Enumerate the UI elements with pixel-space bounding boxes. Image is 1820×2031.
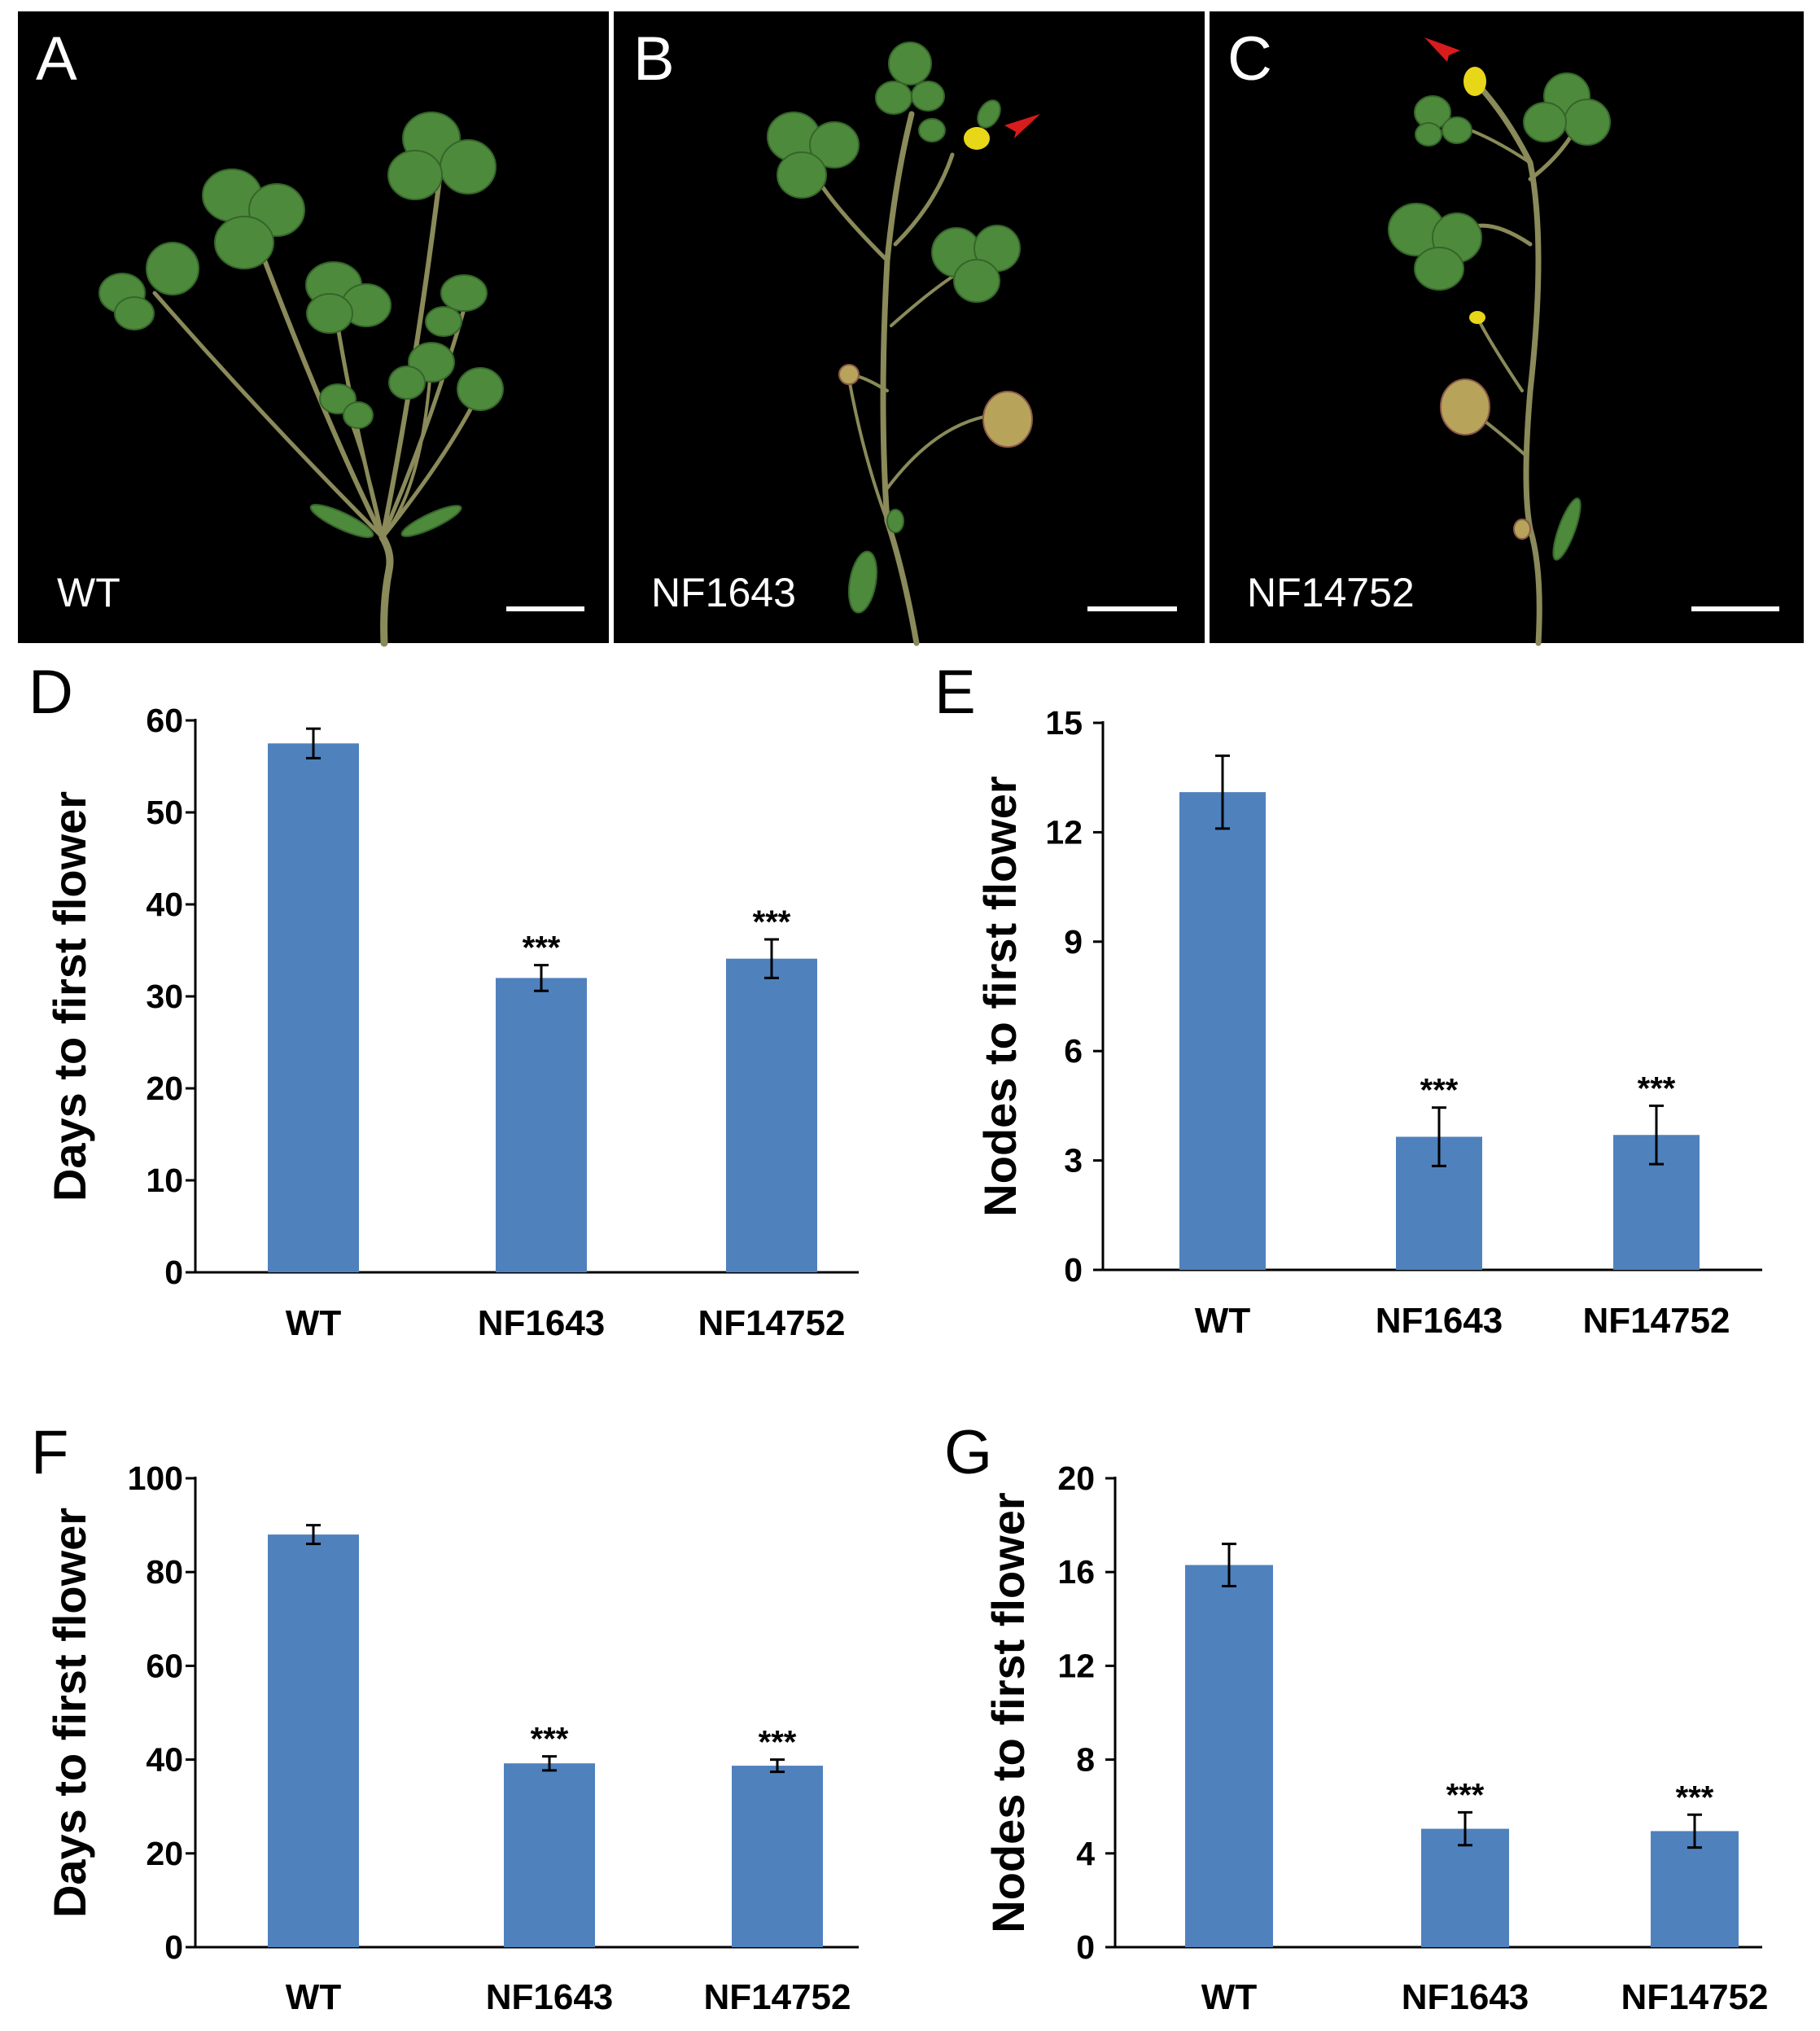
y-axis-title-f: Days to first flower [44, 1508, 95, 1918]
photo-panel-c: C [1210, 11, 1804, 646]
y-tick-label-d-5: 50 [146, 794, 183, 831]
genotype-label-nf1643: NF1643 [651, 570, 796, 615]
y-tick-label-g-1: 4 [1076, 1835, 1095, 1872]
y-tick-label-e-1: 3 [1064, 1142, 1083, 1180]
panel-letter-d: D [28, 658, 73, 727]
y-axis-title-d: Days to first flower [44, 791, 95, 1202]
significance-label-e-1: *** [1420, 1073, 1459, 1109]
bar-g-2 [1651, 1831, 1739, 1947]
significance-label-g-1: *** [1446, 1777, 1485, 1813]
flower-arrow-c [1424, 37, 1460, 62]
bar-f-2 [732, 1766, 823, 1947]
y-tick-label-d-0: 0 [164, 1254, 183, 1291]
category-label-f-2: NF14752 [703, 1977, 851, 2017]
bar-g-0 [1185, 1565, 1273, 1947]
bar-f-0 [268, 1534, 359, 1947]
panel-letter-f: F [31, 1418, 68, 1487]
y-tick-label-g-0: 0 [1076, 1928, 1095, 1966]
y-tick-label-f-0: 0 [164, 1928, 183, 1966]
plant-nf1643 [767, 42, 1033, 646]
photo-panel-b: B [614, 11, 1205, 646]
y-tick-label-f-4: 80 [146, 1553, 183, 1591]
y-tick-label-d-4: 40 [146, 886, 183, 923]
category-label-g-1: NF1643 [1402, 1977, 1529, 2017]
y-tick-label-f-1: 20 [146, 1835, 183, 1872]
y-tick-label-g-5: 20 [1057, 1460, 1095, 1497]
y-tick-label-d-1: 10 [146, 1162, 183, 1199]
photo-c-background [1210, 11, 1804, 643]
y-tick-label-f-5: 100 [128, 1460, 183, 1497]
y-tick-label-e-3: 9 [1064, 923, 1083, 961]
chart-e: E 0 3 6 9 12 15 Nodes to first flower WT *** NF164… [934, 658, 1762, 1341]
category-label-d-2: NF14752 [698, 1303, 845, 1343]
y-tick-label-g-2: 8 [1076, 1741, 1095, 1779]
flower-arrow-b [1004, 114, 1040, 138]
y-tick-label-e-2: 6 [1064, 1032, 1083, 1070]
panel-letter-b: B [633, 24, 675, 94]
category-label-d-0: WT [286, 1303, 342, 1343]
panel-letter-g: G [944, 1418, 992, 1487]
category-label-g-0: WT [1201, 1977, 1258, 2017]
panel-letter-c: C [1227, 24, 1272, 94]
y-tick-label-e-0: 0 [1064, 1251, 1083, 1289]
bar-g-1 [1421, 1828, 1509, 1947]
significance-label-e-2: *** [1638, 1070, 1676, 1106]
category-label-e-2: NF14752 [1582, 1301, 1730, 1341]
category-label-d-1: NF1643 [478, 1303, 606, 1343]
y-tick-label-d-2: 20 [146, 1070, 183, 1107]
significance-label-g-2: *** [1676, 1779, 1714, 1815]
y-tick-label-d-3: 30 [146, 978, 183, 1015]
category-label-f-0: WT [286, 1977, 342, 2017]
y-tick-label-e-5: 15 [1045, 704, 1083, 742]
category-label-e-1: NF1643 [1376, 1301, 1503, 1341]
chart-f: F 0 20 40 60 80 100 Days to first flower WT *** NF… [31, 1418, 859, 2017]
bar-e-0 [1179, 792, 1266, 1270]
chart-g: G 0 4 8 12 16 20 Nodes to first flower WT *** NF16… [944, 1418, 1769, 2017]
panel-letter-e: E [934, 658, 976, 727]
significance-label-d-2: *** [753, 904, 791, 940]
genotype-label-nf14752: NF14752 [1247, 570, 1415, 615]
bar-d-0 [268, 743, 359, 1272]
significance-label-d-1: *** [523, 930, 561, 966]
y-tick-label-g-4: 16 [1057, 1553, 1095, 1591]
bar-f-1 [504, 1763, 595, 1947]
y-axis-title-e: Nodes to first flower [974, 776, 1026, 1216]
category-label-f-1: NF1643 [486, 1977, 614, 2017]
y-tick-label-e-4: 12 [1045, 813, 1083, 851]
y-tick-label-f-3: 60 [146, 1647, 183, 1684]
panel-letter-a: A [36, 24, 77, 94]
y-tick-label-g-3: 12 [1057, 1647, 1095, 1684]
photo-panel-a: A [18, 11, 609, 647]
photo-strip: A [16, 11, 1804, 647]
category-label-g-2: NF14752 [1621, 1977, 1768, 2017]
y-tick-label-f-2: 40 [146, 1741, 183, 1779]
plant-nf14752 [1388, 67, 1611, 646]
significance-label-f-2: *** [759, 1725, 797, 1761]
y-tick-label-d-6: 60 [146, 702, 183, 739]
plant-wt [98, 112, 504, 647]
y-axis-title-g: Nodes to first flower [982, 1492, 1034, 1933]
significance-label-f-1: *** [531, 1722, 569, 1757]
bar-d-2 [726, 958, 817, 1272]
bar-d-1 [496, 978, 587, 1272]
category-label-e-0: WT [1195, 1301, 1251, 1341]
genotype-label-wt: WT [57, 570, 120, 615]
chart-d: D 0 10 20 30 40 50 60 Days to first flower WT *** N… [28, 658, 859, 1343]
